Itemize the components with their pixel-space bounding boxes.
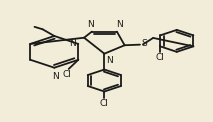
- Text: Cl: Cl: [100, 99, 109, 108]
- Text: N: N: [87, 20, 94, 29]
- Text: S: S: [141, 39, 147, 48]
- Text: N: N: [69, 39, 76, 48]
- Text: N: N: [106, 56, 113, 65]
- Text: N: N: [52, 72, 59, 81]
- Text: N: N: [116, 20, 122, 29]
- Text: Cl: Cl: [62, 70, 71, 79]
- Text: Cl: Cl: [156, 53, 165, 62]
